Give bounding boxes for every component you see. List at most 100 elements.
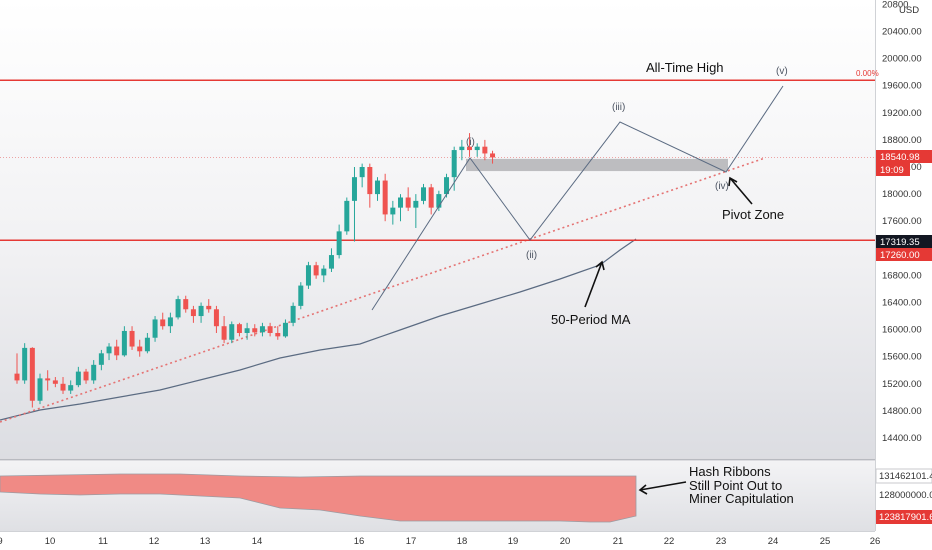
candle-body — [229, 324, 235, 340]
candle-body — [252, 328, 258, 333]
candle — [259, 322, 265, 337]
candle-body — [459, 146, 465, 151]
candle — [336, 224, 342, 259]
candle-body — [60, 383, 66, 391]
hash-ribbons-line3: Miner Capitulation — [689, 491, 794, 506]
time-tick: 21 — [613, 536, 624, 547]
candle — [60, 377, 66, 394]
candle-body — [421, 187, 427, 201]
candle — [68, 380, 74, 394]
candle — [405, 187, 411, 212]
candle-body — [313, 265, 319, 276]
price-tick: 18000.00 — [882, 189, 922, 200]
candle-body — [282, 322, 288, 337]
candle-body — [152, 319, 158, 338]
main-pane-bg — [0, 0, 875, 458]
candle-body — [413, 200, 419, 208]
badge-price: 18540.98 — [876, 150, 932, 163]
time-axis-bg — [0, 531, 875, 550]
candle-body — [405, 197, 411, 208]
candle — [29, 347, 35, 408]
candle-body — [75, 371, 81, 386]
candle-body — [190, 309, 196, 317]
horizontal-lines — [0, 79, 875, 241]
candle — [398, 194, 403, 222]
candle — [252, 324, 258, 337]
hash-ribbons-line2: Still Point Out to — [689, 478, 782, 493]
hash-ribbon — [0, 473, 637, 523]
candle-body — [98, 353, 104, 365]
candle — [459, 139, 465, 161]
candle — [37, 373, 43, 405]
time-tick: 23 — [716, 536, 727, 547]
candle-body — [52, 380, 58, 384]
candle-body — [336, 231, 342, 256]
currency-label: USD — [899, 5, 919, 16]
candle — [344, 197, 350, 235]
price-tick: 19600.00 — [882, 81, 922, 92]
ma-arrowhead — [595, 260, 605, 271]
badge-ath: 0.00% — [856, 69, 879, 78]
ind-top-label: 131462101.46 — [879, 471, 932, 482]
time-tick: 24 — [768, 536, 779, 547]
candles — [14, 133, 496, 408]
candle — [229, 321, 235, 344]
candle-body — [121, 330, 127, 356]
candle-body — [328, 255, 334, 269]
candle — [14, 353, 20, 384]
candle-body — [244, 328, 250, 333]
candle — [22, 343, 28, 384]
time-tick: 11 — [98, 536, 108, 547]
candle — [367, 163, 373, 208]
price-tick: 16400.00 — [882, 298, 922, 309]
candle — [98, 349, 104, 371]
wave-label-iv: (iv) — [715, 181, 729, 192]
candle-body — [298, 285, 304, 306]
candle-body — [129, 330, 135, 347]
badge-level-2: 17260.00 — [876, 248, 932, 261]
hash-ribbons-line1: Hash Ribbons — [689, 464, 771, 479]
candle — [428, 183, 434, 215]
candle-body — [175, 299, 181, 318]
candle-body — [213, 309, 219, 327]
pivot-label: Pivot Zone — [722, 207, 784, 222]
price-tick: 18800.00 — [882, 135, 922, 146]
price-axis-bg — [875, 0, 932, 550]
candle — [359, 163, 365, 188]
price-tick: 20800 — [882, 0, 908, 10]
candle — [313, 261, 319, 279]
candle-body — [467, 146, 473, 151]
candle — [213, 305, 219, 333]
candle — [413, 194, 419, 228]
time-tick: 10 — [45, 536, 56, 547]
svg-text:17319.35: 17319.35 — [880, 237, 920, 248]
candle-body — [374, 180, 380, 195]
candle-body — [83, 371, 89, 381]
ma-line — [0, 238, 637, 421]
wave-label-i: (i) — [466, 137, 475, 148]
candle — [144, 332, 150, 354]
candle-body — [183, 299, 189, 310]
candle — [275, 326, 281, 340]
candle-body — [114, 346, 120, 356]
time-tick: 25 — [820, 536, 831, 547]
ind-top-badge — [875, 468, 932, 484]
candle-body — [106, 346, 112, 354]
candle — [137, 339, 143, 357]
candle-body — [236, 324, 242, 333]
candle — [390, 200, 396, 225]
candle-body — [359, 167, 365, 178]
wave-label-ii: (ii) — [526, 250, 537, 261]
candle — [382, 173, 388, 222]
candle-body — [22, 347, 28, 381]
time-tick: 22 — [664, 536, 675, 547]
candle — [244, 322, 250, 340]
price-tick: 16800.00 — [882, 270, 922, 281]
ma-label: 50-Period MA — [551, 312, 631, 327]
candle-body — [444, 177, 450, 195]
time-tick: 9 — [0, 536, 3, 547]
candle-body — [344, 200, 350, 232]
wave-label-v: (v) — [776, 66, 788, 77]
candle — [160, 312, 166, 330]
ath-label: All-Time High — [646, 60, 724, 75]
